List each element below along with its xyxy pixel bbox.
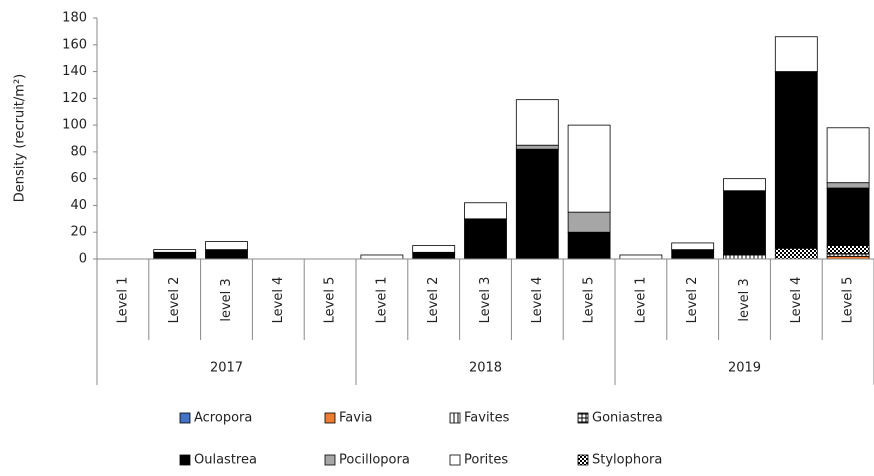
legend-label: Pocillopora [339,453,410,468]
bar-segment [412,251,456,260]
x-tick-label: Level 1 [374,277,389,324]
x-tick-label: Level 4 [271,277,286,324]
y-tick-label: 0 [79,252,87,267]
legend-swatch [179,412,191,424]
x-tick-label: level 3 [219,278,234,321]
y-axis-title: Density (recruit/m²) [13,74,28,202]
bar-segment [826,127,870,184]
x-tick-label: Level 2 [426,277,441,324]
legend-label: Acropora [194,411,252,426]
bar-segment [205,241,248,251]
bar-segment [412,245,456,253]
bar-segment [671,242,715,251]
bar-segment [515,99,559,146]
bar-segment [567,124,611,213]
legend-swatch [449,454,461,466]
y-tick-label: 80 [70,144,87,159]
bar-segment [464,202,507,220]
bar-segment [515,144,559,150]
x-tick-label: Level 5 [323,277,338,324]
bar-segment [567,231,611,260]
x-tick-label: Level 5 [841,277,856,324]
legend-swatch [324,412,336,424]
y-tick-label: 160 [62,37,87,52]
bar-segment [205,249,248,260]
y-tick-label: 40 [70,198,87,213]
bar-segment [723,190,766,256]
legend-label: Oulastrea [194,453,257,468]
legend-swatch [324,454,336,466]
bar-segment [515,148,559,260]
bar-segment [153,249,197,253]
x-tick-label: level 3 [737,278,752,321]
group-label: 2019 [728,361,761,376]
bar-segment [464,218,507,260]
legend-label: Stylophora [592,453,662,468]
x-tick-label: Level 4 [530,277,545,324]
legend-label: Favia [339,411,373,426]
bar-segment [723,254,766,260]
x-tick-label: Level 3 [478,277,493,324]
y-tick-label: 180 [62,11,87,26]
x-tick-label: Level 2 [685,277,700,324]
group-label: 2017 [210,361,243,376]
bar-segment [360,254,404,260]
x-tick-label: Level 2 [167,277,182,324]
bar-segment [153,251,197,260]
group-label: 2018 [469,361,502,376]
bar-segment [826,187,870,247]
legend-label: Favites [464,411,510,426]
x-tick-label: Level 5 [582,277,597,324]
bar-segment [774,71,818,249]
y-tick-label: 60 [70,171,87,186]
bar-segment [723,178,766,192]
bar-segment [619,254,663,260]
x-tick-label: Level 1 [115,277,130,324]
bar-segment [826,253,870,257]
legend-swatch [449,412,461,424]
y-tick-label: 20 [70,225,87,240]
x-tick-label: Level 4 [789,277,804,324]
y-tick-label: 120 [62,91,87,106]
bar-segment [826,245,870,255]
bar-segment [774,36,818,72]
y-tick-label: 140 [62,64,87,79]
legend-label: Goniastrea [592,411,663,426]
x-tick-label: Level 1 [633,277,648,324]
bar-segment [567,211,611,233]
bar-segment [671,249,715,260]
legend-swatch [577,412,589,424]
legend-swatch [577,454,589,466]
bar-segment [774,247,818,260]
legend-swatch [179,454,191,466]
y-tick-label: 100 [62,118,87,133]
bar-segment [826,182,870,189]
legend-label: Porites [464,453,508,468]
